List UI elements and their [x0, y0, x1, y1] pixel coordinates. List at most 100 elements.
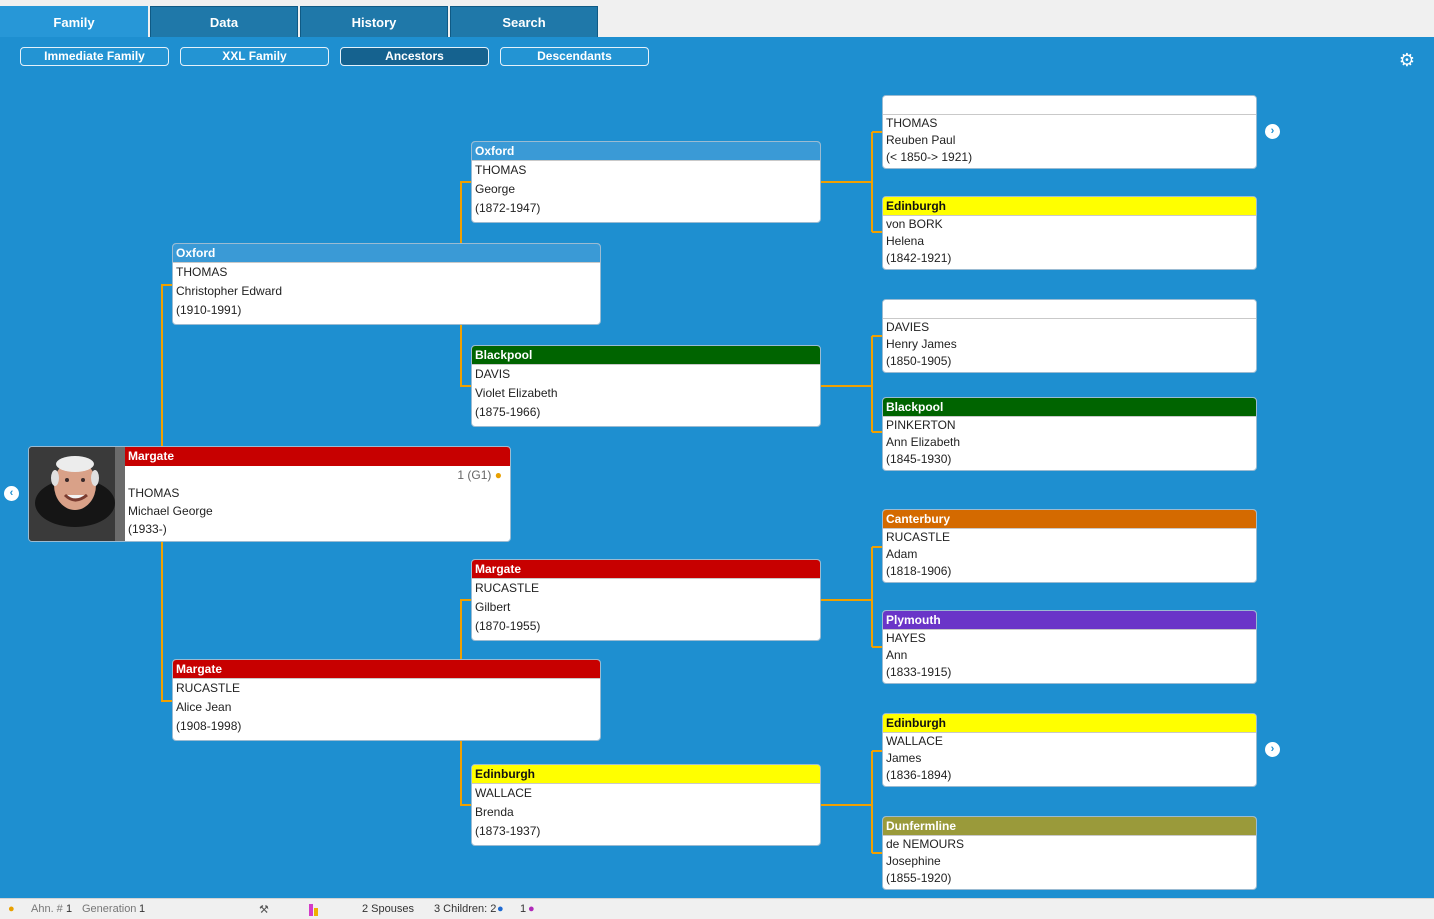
ancestors-button[interactable]: Ancestors [340, 47, 489, 66]
person-dates: (1872-1947) [475, 201, 541, 215]
person-given-names: Christopher Edward [176, 284, 283, 298]
person-icon: ● [8, 903, 15, 915]
ancestor-card-g4-2[interactable]: Edinburgh von BORK Helena (1842-1921) [882, 196, 1257, 270]
tab-family[interactable]: Family [0, 6, 148, 37]
person-place: Edinburgh [472, 765, 820, 784]
ancestor-card-g4-3[interactable]: DAVIES Henry James (1850-1905) [882, 299, 1257, 373]
ancestor-card-father[interactable]: Oxford THOMAS Christopher Edward (1910-1… [172, 243, 601, 325]
person-place: Margate [472, 560, 820, 579]
person-given-names: Henry James [886, 337, 957, 351]
person-given-names: Ann [886, 648, 908, 662]
person-surname: THOMAS [475, 163, 527, 177]
person-surname: DAVIS [475, 367, 511, 381]
person-surname: PINKERTON [886, 418, 956, 432]
person-given-names: Josephine [886, 854, 941, 868]
ancestor-card-g4-7[interactable]: Edinburgh WALLACE James (1836-1894) [882, 713, 1257, 787]
root-person-card[interactable]: Margate 1 (G1) ● THOMAS Michael George (… [28, 446, 511, 542]
person-dates: (1842-1921) [886, 251, 952, 265]
person-surname: de NEMOURS [886, 837, 965, 851]
person-place: Blackpool [472, 346, 820, 365]
spouses-count: 2 Spouses [362, 903, 414, 915]
person-place: Plymouth [883, 611, 1256, 630]
person-dates: (1908-1998) [176, 719, 242, 733]
person-dates: (1855-1920) [886, 871, 952, 885]
person-place: Margate [125, 447, 510, 466]
person-dates: (1833-1915) [886, 665, 952, 679]
person-given-names: George [475, 182, 516, 196]
person-given-names: Gilbert [475, 600, 511, 614]
person-given-names: Violet Elizabeth [475, 386, 558, 400]
tab-strip: Family Data History Search [0, 0, 1434, 37]
person-place: Margate [173, 660, 600, 679]
person-surname: HAYES [886, 631, 926, 645]
person-dates: (1910-1991) [176, 303, 242, 317]
person-given-names: Ann Elizabeth [886, 435, 961, 449]
ancestor-card-g4-4[interactable]: Blackpool PINKERTON Ann Elizabeth (1845-… [882, 397, 1257, 471]
ancestor-card-g4-6[interactable]: Plymouth HAYES Ann (1833-1915) [882, 610, 1257, 684]
female-icon: ● [528, 903, 535, 915]
person-dates: (1836-1894) [886, 768, 952, 782]
person-given-names: James [886, 751, 922, 765]
chevron-left-icon[interactable]: ‹ [4, 486, 19, 501]
person-dates: (1818-1906) [886, 564, 952, 578]
person-photo [29, 447, 125, 541]
person-surname: WALLACE [475, 786, 532, 800]
ancestor-card-g4-1[interactable]: THOMAS Reuben Paul (< 1850-> 1921) [882, 95, 1257, 169]
person-place: Canterbury [883, 510, 1256, 529]
chevron-right-icon[interactable]: › [1265, 124, 1280, 139]
person-icon: ● [494, 468, 502, 482]
ancestor-card-paternal-grandmother[interactable]: Blackpool DAVIS Violet Elizabeth (1875-1… [471, 345, 821, 427]
person-surname: von BORK [886, 217, 943, 231]
chart-icon[interactable] [309, 902, 321, 919]
person-place [883, 96, 1256, 115]
person-place: Oxford [472, 142, 820, 161]
immediate-family-button[interactable]: Immediate Family [20, 47, 169, 66]
generation-indicator: 1 (G1) ● [457, 468, 502, 482]
person-surname: THOMAS [176, 265, 228, 279]
person-given-names: Michael George [128, 504, 213, 518]
person-surname: RUCASTLE [176, 681, 241, 695]
person-place: Dunfermline [883, 817, 1256, 836]
person-place: Edinburgh [883, 714, 1256, 733]
person-dates: (1850-1905) [886, 354, 952, 368]
person-given-names: Alice Jean [176, 700, 232, 714]
ancestor-card-g4-5[interactable]: Canterbury RUCASTLE Adam (1818-1906) [882, 509, 1257, 583]
xxl-family-button[interactable]: XXL Family [180, 47, 329, 66]
tab-history[interactable]: History [300, 6, 448, 37]
ancestor-card-paternal-grandfather[interactable]: Oxford THOMAS George (1872-1947) [471, 141, 821, 223]
person-place [883, 300, 1256, 319]
male-icon: ● [497, 903, 504, 915]
ancestor-card-maternal-grandfather[interactable]: Margate RUCASTLE Gilbert (1870-1955) [471, 559, 821, 641]
tab-data[interactable]: Data [150, 6, 298, 37]
person-place: Edinburgh [883, 197, 1256, 216]
person-dates: (1933-) [128, 522, 167, 536]
person-place: Oxford [173, 244, 600, 263]
ancestor-card-mother[interactable]: Margate RUCASTLE Alice Jean (1908-1998) [172, 659, 601, 741]
person-given-names: Adam [886, 547, 918, 561]
children-count: 3 Children: 2 [434, 903, 497, 915]
person-dates: (1873-1937) [475, 824, 541, 838]
person-surname: DAVIES [886, 320, 930, 334]
person-dates: (1870-1955) [475, 619, 541, 633]
descendants-button[interactable]: Descendants [500, 47, 649, 66]
person-given-names: Helena [886, 234, 925, 248]
person-surname: WALLACE [886, 734, 943, 748]
ancestor-card-maternal-grandmother[interactable]: Edinburgh WALLACE Brenda (1873-1937) [471, 764, 821, 846]
status-bar: ● Ahn. # 1 Generation 1 ⚒ 2 Spouses 3 Ch… [0, 898, 1434, 919]
person-dates: (1875-1966) [475, 405, 541, 419]
tab-search[interactable]: Search [450, 6, 598, 37]
person-surname: THOMAS [886, 116, 938, 130]
person-surname: RUCASTLE [475, 581, 540, 595]
person-given-names: Reuben Paul [886, 133, 956, 147]
chevron-right-icon[interactable]: › [1265, 742, 1280, 757]
gear-icon[interactable]: ⚙ [1398, 50, 1416, 70]
person-dates: (< 1850-> 1921) [886, 150, 973, 164]
hammer-icon[interactable]: ⚒ [259, 904, 269, 916]
daughters-count: 1 [520, 903, 527, 915]
person-surname: RUCASTLE [886, 530, 951, 544]
ancestor-card-g4-8[interactable]: Dunfermline de NEMOURS Josephine (1855-1… [882, 816, 1257, 890]
person-surname: THOMAS [128, 486, 180, 500]
person-place: Blackpool [883, 398, 1256, 417]
person-dates: (1845-1930) [886, 452, 952, 466]
person-given-names: Brenda [475, 805, 514, 819]
